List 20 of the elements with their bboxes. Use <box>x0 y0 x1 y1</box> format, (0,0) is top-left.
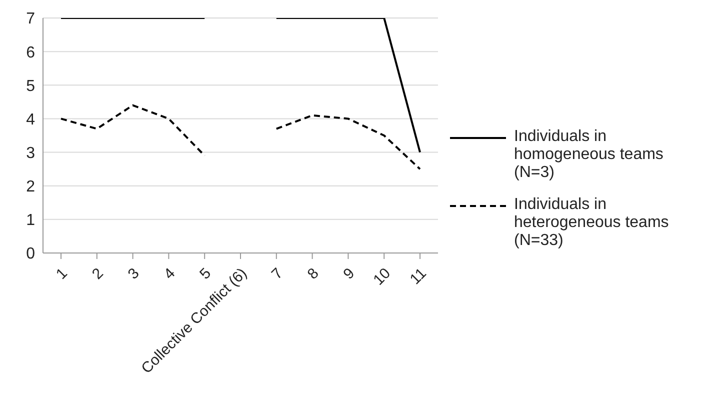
y-tick-label: 5 <box>26 78 36 95</box>
x-tick-label: 11 <box>406 264 430 288</box>
x-tick-label: 3 <box>124 264 143 283</box>
y-tick-label: 2 <box>26 178 36 196</box>
y-tick-label: 1 <box>26 212 36 230</box>
x-tick-label: 4 <box>160 264 179 283</box>
y-tick-label: 6 <box>26 44 36 62</box>
x-tick-label: 5 <box>196 264 214 283</box>
x-tick-label: 8 <box>304 264 322 283</box>
y-tick-label: 0 <box>26 246 36 263</box>
x-tick-label: 1 <box>52 264 71 283</box>
legend-label: Individuals in homogeneous teams (N=3) <box>514 128 664 182</box>
y-tick-label: 3 <box>26 144 36 162</box>
x-tick-label: 10 <box>370 264 394 289</box>
x-tick-label: 9 <box>340 264 358 283</box>
legend-label: Individuals in heterogeneous teams (N=33) <box>514 196 670 250</box>
x-tick-label: 7 <box>268 264 286 283</box>
y-tick-label: 4 <box>26 111 36 128</box>
y-tick-label: 7 <box>26 10 36 28</box>
x-tick-label: 2 <box>88 264 107 283</box>
